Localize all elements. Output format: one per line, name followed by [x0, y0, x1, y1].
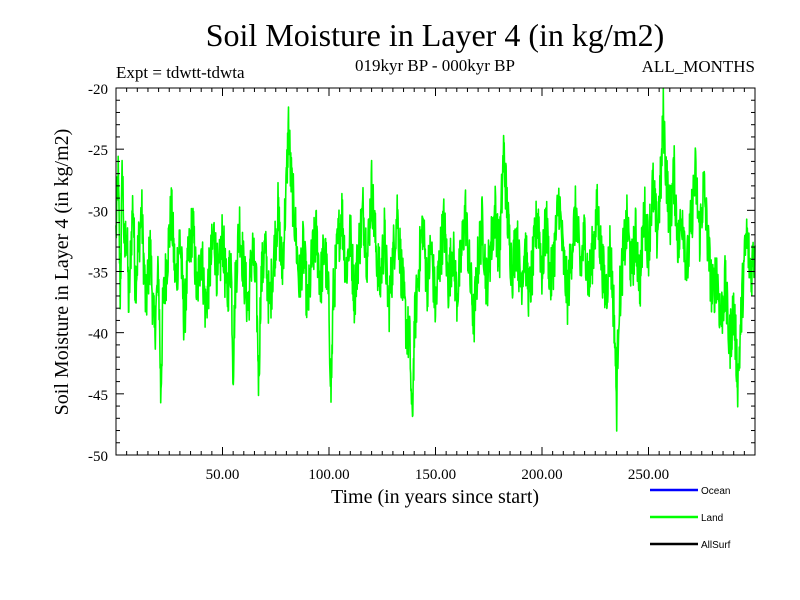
y-tick-label: -50: [88, 449, 108, 465]
y-tick-label: -30: [88, 204, 108, 220]
legend: Ocean Land AllSurf: [650, 486, 731, 551]
y-tick-label: -25: [88, 143, 108, 159]
series-line-land: [115, 87, 756, 432]
chart-title: Soil Moisture in Layer 4 (in kg/m2): [206, 17, 665, 53]
chart-subtitle-right: ALL_MONTHS: [642, 57, 755, 76]
x-tick-label: 100.00: [308, 467, 349, 483]
chart-subtitle-left: Expt = tdwtt-tdwta: [116, 63, 245, 82]
legend-label-ocean: Ocean: [701, 486, 730, 497]
x-tick-label: 200.00: [521, 467, 562, 483]
x-tick-label: 150.00: [415, 467, 456, 483]
y-tick-label: -20: [88, 82, 108, 98]
ticks-layer: -20 -25 -30 -35 -40 -45 -50 50.00 100.00 150.00 20…: [88, 82, 755, 483]
y-axis-label: Soil Moisture in Layer 4 (in kg/m2): [51, 129, 73, 416]
x-tick-label: 250.00: [628, 467, 669, 483]
y-tick-label: -35: [88, 266, 108, 282]
y-tick-label: -40: [88, 327, 108, 343]
series-layer: [115, 87, 756, 432]
y-tick-label: -45: [88, 388, 108, 404]
chart-subtitle-center: 019kyr BP - 000kyr BP: [355, 56, 515, 75]
legend-label-land: Land: [701, 513, 723, 524]
plot-frame: [115, 87, 756, 456]
legend-label-allsurf: AllSurf: [701, 540, 731, 551]
x-tick-label: 50.00: [206, 467, 240, 483]
x-axis-label: Time (in years since start): [331, 486, 539, 508]
